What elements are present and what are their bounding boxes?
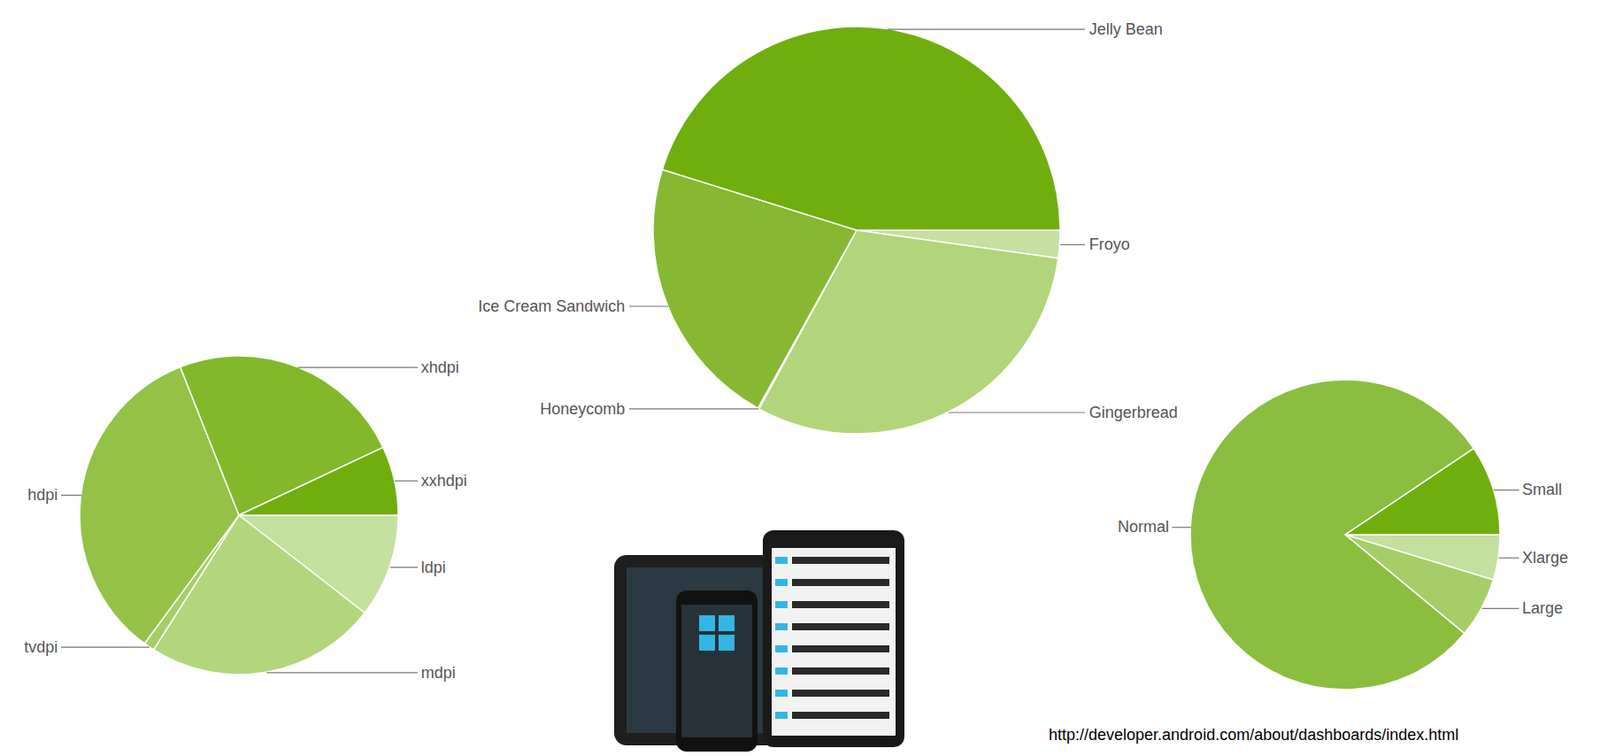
svg-text:Gingerbread: Gingerbread [1089,403,1178,422]
svg-text:Xlarge: Xlarge [1522,548,1569,567]
svg-text:Small: Small [1522,480,1562,499]
svg-text:Froyo: Froyo [1089,235,1131,254]
svg-text:tvdpi: tvdpi [23,638,58,656]
svg-text:mdpi: mdpi [421,663,456,682]
svg-text:xxhdpi: xxhdpi [421,471,468,490]
svg-text:Normal: Normal [1117,517,1170,536]
svg-text:Large: Large [1522,599,1563,617]
svg-text:ldpi: ldpi [421,558,447,577]
html-text:http://developer.android.com/a: http://developer.android.com/about/dashb… [1048,725,1459,744]
svg-text:Ice Cream Sandwich: Ice Cream Sandwich [477,297,625,316]
svg-text:hdpi: hdpi [27,485,58,504]
svg-text:xhdpi: xhdpi [421,358,460,377]
svg-text:Honeycomb: Honeycomb [539,400,625,418]
svg-text:Jelly Bean: Jelly Bean [1089,20,1163,39]
